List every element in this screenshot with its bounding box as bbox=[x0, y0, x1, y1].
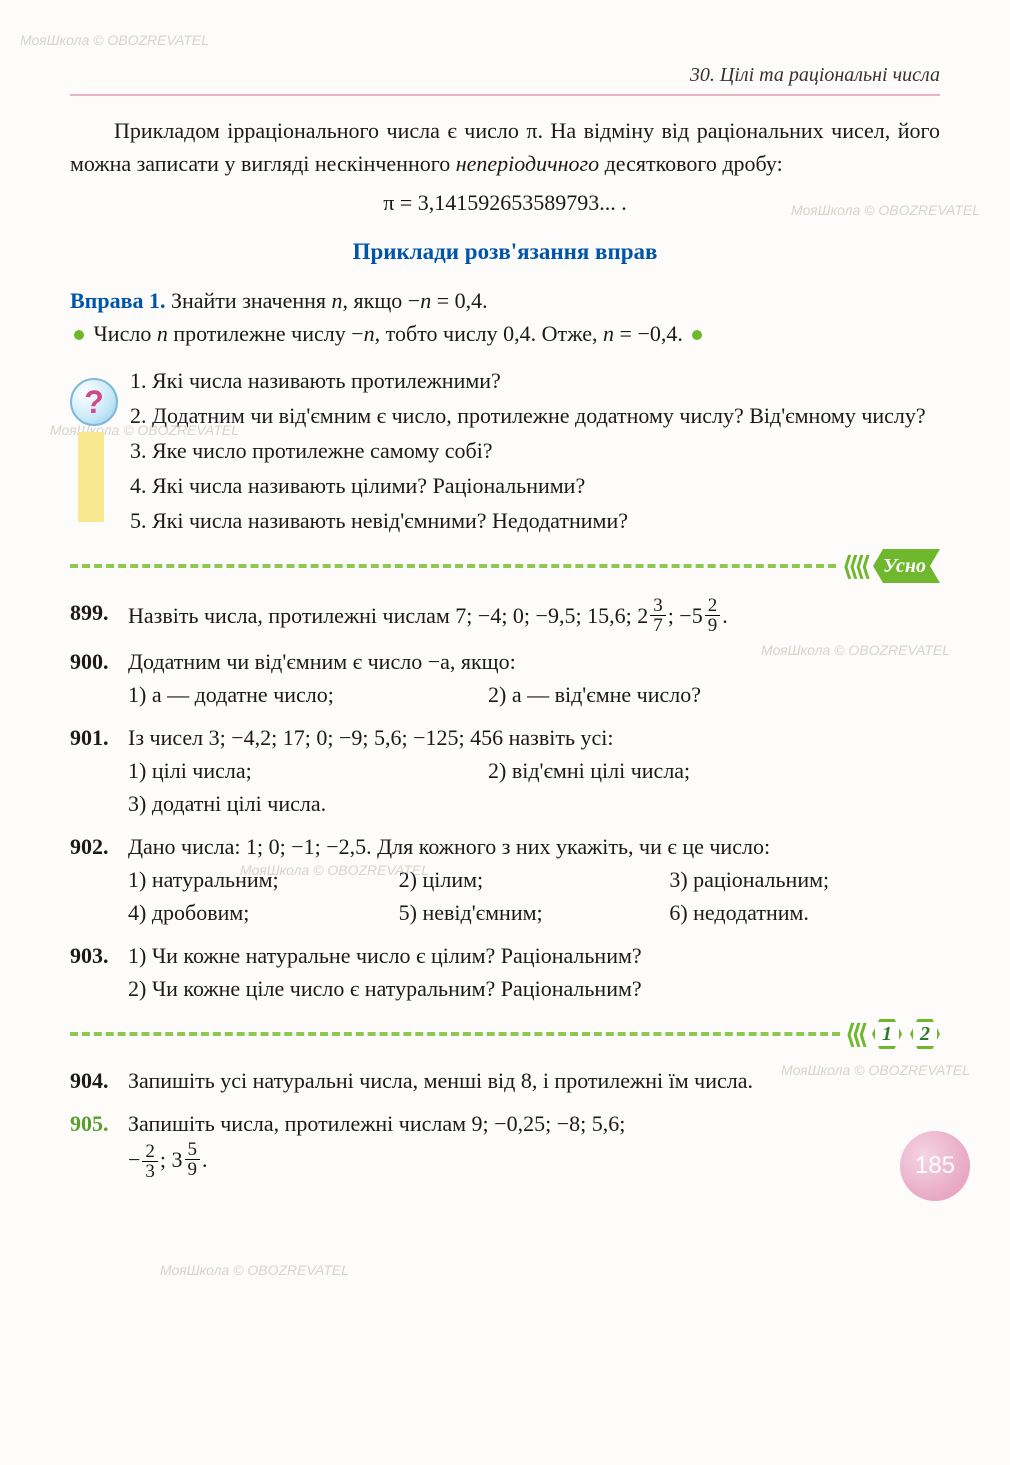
question-item: 3. Яке число протилежне самому собі? bbox=[130, 434, 940, 467]
text: Назвіть числа, протилежні числам 7; −4; … bbox=[128, 603, 637, 628]
question-item: 2. Додатним чи від'ємним є число, протил… bbox=[130, 399, 940, 432]
fraction: 23 bbox=[142, 1142, 158, 1181]
text-emph: неперіодичного bbox=[456, 151, 599, 176]
level-badge-1: 1 bbox=[872, 1019, 902, 1049]
var-n: n bbox=[364, 321, 375, 346]
sub-item: 2) Чи кожне ціле число є натуральним? Ра… bbox=[128, 972, 940, 1005]
var-n: n bbox=[157, 321, 168, 346]
problem-num: 905. bbox=[70, 1107, 128, 1181]
divider-pink bbox=[70, 94, 940, 96]
problem-num: 899. bbox=[70, 596, 128, 635]
problem-904: 904. Запишіть усі натуральні числа, менш… bbox=[70, 1064, 940, 1097]
problem-num: 901. bbox=[70, 721, 128, 820]
problem-num: 904. bbox=[70, 1064, 128, 1097]
level-badge-2: 2 bbox=[910, 1019, 940, 1049]
denominator: 9 bbox=[185, 1160, 201, 1179]
sub-item: 6) недодатним. bbox=[669, 896, 940, 929]
text: − bbox=[128, 1147, 140, 1172]
solution-end-dot bbox=[692, 330, 702, 340]
text: Дано числа: 1; 0; −1; −2,5. Для кожного … bbox=[128, 830, 940, 863]
problem-903: 903. 1) Чи кожне натуральне число є ціли… bbox=[70, 939, 940, 1005]
var-n: n bbox=[603, 321, 614, 346]
numerator: 5 bbox=[185, 1140, 201, 1160]
question-icon: ? bbox=[70, 378, 118, 426]
whole: 5 bbox=[692, 599, 703, 632]
chapter-header: 30. Цілі та раціональні числа bbox=[70, 60, 940, 90]
mixed-fraction: 5 29 bbox=[692, 596, 723, 635]
badge-usno: Усно bbox=[873, 549, 940, 583]
whole: 2 bbox=[637, 599, 648, 632]
text: Запишіть числа, протилежні числам 9; −0,… bbox=[128, 1111, 625, 1136]
problem-902: 902. Дано числа: 1; 0; −1; −2,5. Для кож… bbox=[70, 830, 940, 929]
text: . bbox=[202, 1147, 208, 1172]
whole: 3 bbox=[172, 1143, 183, 1176]
text: десяткового дробу: bbox=[599, 151, 783, 176]
problem-901: 901. Із чисел 3; −4,2; 17; 0; −9; 5,6; −… bbox=[70, 721, 940, 820]
problem-905: 905. Запишіть числа, протилежні числам 9… bbox=[70, 1107, 940, 1181]
question-mark-glyph: ? bbox=[84, 378, 104, 426]
denominator: 3 bbox=[142, 1162, 158, 1181]
text: ; bbox=[160, 1147, 172, 1172]
sub-item: 1) Чи кожне натуральне число є цілим? Ра… bbox=[128, 939, 940, 972]
dash-line bbox=[70, 564, 836, 568]
var-n: n bbox=[420, 288, 431, 313]
denominator: 9 bbox=[705, 616, 721, 635]
text: Додатним чи від'ємним є число −a, якщо: bbox=[128, 645, 940, 678]
problem-num: 902. bbox=[70, 830, 128, 929]
divider-levels: ⟨⟨⟨ 1 2 bbox=[70, 1015, 940, 1054]
divider-usno: ⟨⟨⟨⟨ Усно bbox=[70, 547, 940, 586]
text: Знайти значення bbox=[165, 288, 331, 313]
solution-start-dot bbox=[74, 330, 84, 340]
watermark: МояШкола © OBOZREVATEL bbox=[20, 30, 209, 51]
exercise-1: Вправа 1. Знайти значення n, якщо −n = 0… bbox=[70, 284, 940, 350]
problem-899: 899. Назвіть числа, протилежні числам 7;… bbox=[70, 596, 940, 635]
question-item: 5. Які числа називають невід'ємними? Нед… bbox=[130, 504, 940, 537]
chevrons-icon: ⟨⟨⟨ bbox=[846, 1015, 864, 1054]
numerator: 3 bbox=[650, 596, 666, 616]
sub-item: 2) цілим; bbox=[399, 863, 670, 896]
sub-item: 1) натуральним; bbox=[128, 863, 399, 896]
question-item: 4. Які числа називають цілими? Раціональ… bbox=[130, 469, 940, 502]
var-n: n bbox=[332, 288, 343, 313]
question-item: 1. Які числа називають протилежними? bbox=[130, 364, 940, 397]
sub-item: 2) a — від'ємне число? bbox=[488, 678, 701, 711]
problem-num: 903. bbox=[70, 939, 128, 1005]
text: = 0,4. bbox=[431, 288, 487, 313]
intro-paragraph: Прикладом ірраціонального числа є число … bbox=[70, 114, 940, 180]
text: = −0,4. bbox=[614, 321, 688, 346]
denominator: 7 bbox=[650, 616, 666, 635]
problem-900: 900. Додатним чи від'ємним є число −a, я… bbox=[70, 645, 940, 711]
chevrons-icon: ⟨⟨⟨⟨ bbox=[842, 547, 867, 586]
watermark: МояШкола © OBOZREVATEL bbox=[160, 1260, 349, 1281]
sub-item: 3) раціональним; bbox=[669, 863, 940, 896]
pi-equation: π = 3,141592653589793... . bbox=[70, 186, 940, 219]
numerator: 2 bbox=[142, 1142, 158, 1162]
text: ; − bbox=[668, 603, 692, 628]
text: Число bbox=[88, 321, 157, 346]
section-title: Приклади розв'язання вправ bbox=[70, 235, 940, 270]
dash-line bbox=[70, 1032, 840, 1036]
sub-item: 1) a — додатне число; bbox=[128, 678, 458, 711]
mixed-fraction: 2 37 bbox=[637, 596, 668, 635]
sub-item: 5) невід'ємним; bbox=[399, 896, 670, 929]
sub-item: 3) додатні цілі числа. bbox=[128, 787, 940, 820]
yellow-bar bbox=[78, 432, 104, 522]
sub-item: 2) від'ємні цілі числа; bbox=[488, 754, 690, 787]
exercise-title: Вправа 1. bbox=[70, 288, 165, 313]
mixed-fraction: 3 59 bbox=[172, 1140, 203, 1179]
text: протилежне числу − bbox=[168, 321, 364, 346]
questions-block: ? 1. Які числа називають протилежними? 2… bbox=[70, 364, 940, 537]
problem-num: 900. bbox=[70, 645, 128, 711]
sub-item: 1) цілі числа; bbox=[128, 754, 458, 787]
text: . bbox=[722, 603, 728, 628]
text: , тобто числу 0,4. Отже, bbox=[375, 321, 603, 346]
sub-item: 4) дробовим; bbox=[128, 896, 399, 929]
text: , якщо − bbox=[343, 288, 421, 313]
text: Запишіть усі натуральні числа, менші від… bbox=[128, 1064, 940, 1097]
text: Із чисел 3; −4,2; 17; 0; −9; 5,6; −125; … bbox=[128, 721, 940, 754]
numerator: 2 bbox=[705, 596, 721, 616]
